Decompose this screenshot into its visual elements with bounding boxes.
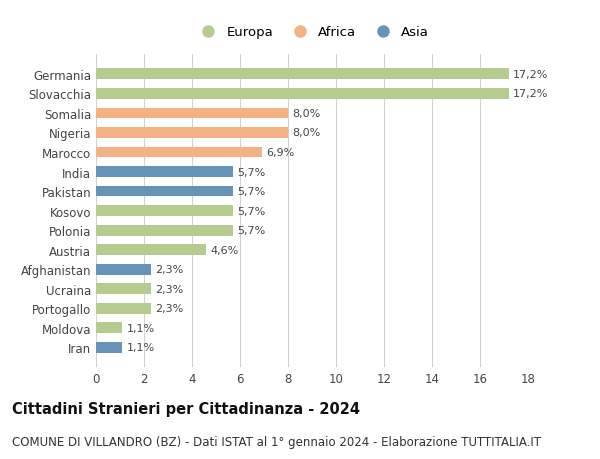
Bar [96,303,151,314]
Text: 2,3%: 2,3% [155,304,184,313]
Text: 2,3%: 2,3% [155,284,184,294]
Text: 5,7%: 5,7% [237,206,265,216]
Bar [96,128,288,139]
Text: 6,9%: 6,9% [266,148,294,157]
Bar [96,284,151,295]
Text: 4,6%: 4,6% [211,245,239,255]
Text: Cittadini Stranieri per Cittadinanza - 2024: Cittadini Stranieri per Cittadinanza - 2… [12,401,360,416]
Bar [96,206,233,217]
Bar [96,342,122,353]
Bar [96,167,233,178]
Bar [96,147,262,158]
Bar [96,186,233,197]
Text: 5,7%: 5,7% [237,167,265,177]
Bar [96,89,509,100]
Text: 8,0%: 8,0% [292,128,320,138]
Text: COMUNE DI VILLANDRO (BZ) - Dati ISTAT al 1° gennaio 2024 - Elaborazione TUTTITAL: COMUNE DI VILLANDRO (BZ) - Dati ISTAT al… [12,435,541,448]
Bar [96,323,122,334]
Text: 17,2%: 17,2% [513,89,548,99]
Bar [96,69,509,80]
Text: 1,1%: 1,1% [127,323,155,333]
Text: 1,1%: 1,1% [127,343,155,353]
Legend: Europa, Africa, Asia: Europa, Africa, Asia [190,21,434,45]
Bar [96,108,288,119]
Text: 5,7%: 5,7% [237,226,265,235]
Text: 2,3%: 2,3% [155,265,184,274]
Bar [96,245,206,256]
Bar [96,225,233,236]
Bar [96,264,151,275]
Text: 8,0%: 8,0% [292,109,320,118]
Text: 5,7%: 5,7% [237,187,265,196]
Text: 17,2%: 17,2% [513,70,548,79]
